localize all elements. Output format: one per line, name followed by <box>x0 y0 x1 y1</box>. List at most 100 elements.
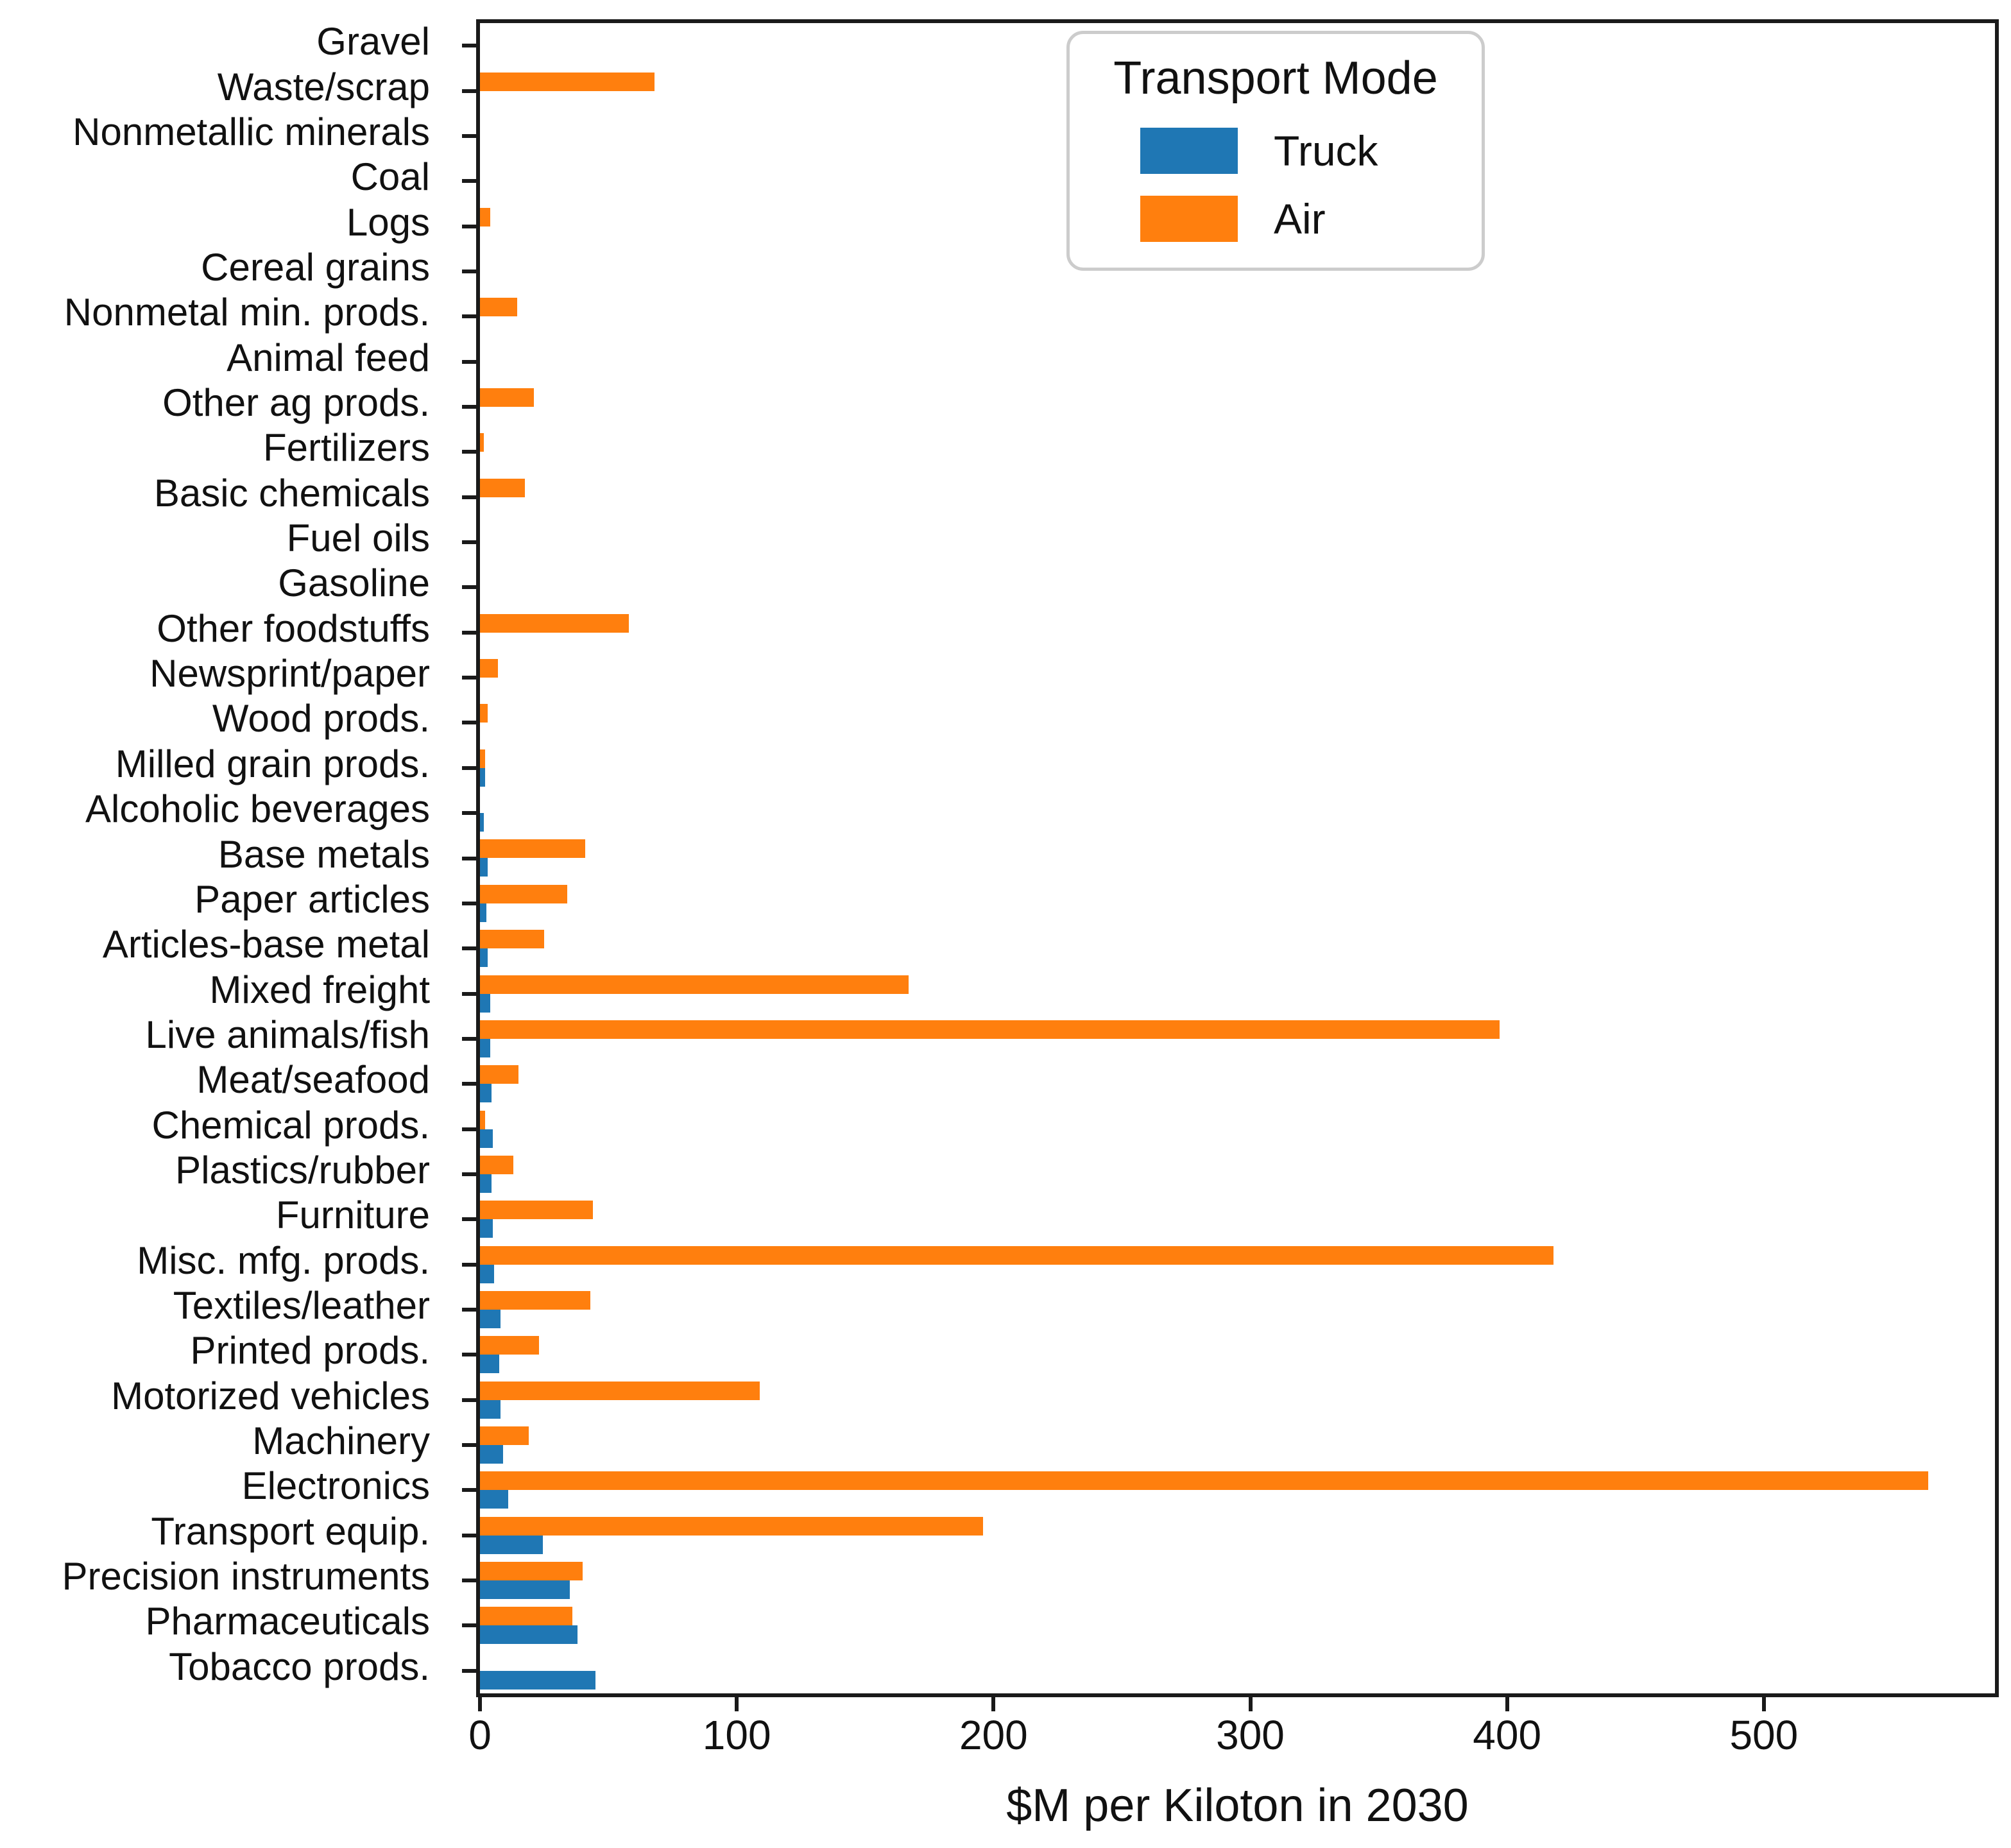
truck-bar <box>480 1174 492 1193</box>
bar-row <box>480 1106 1995 1151</box>
truck-bar <box>480 1084 492 1103</box>
y-tick <box>462 1353 476 1357</box>
bar-row <box>480 68 1995 113</box>
category-label: Misc. mfg. prods. <box>137 1238 430 1282</box>
bar-row <box>480 203 1995 248</box>
x-tick <box>1505 1697 1509 1711</box>
bar-row <box>480 1061 1995 1106</box>
truck-bar <box>480 1399 501 1419</box>
truck-bar <box>480 1670 596 1690</box>
bar-row <box>480 520 1995 565</box>
category-label: Electronics <box>241 1464 430 1508</box>
y-tick <box>462 179 476 184</box>
category-label: Articles-base metal <box>102 923 430 966</box>
y-axis-labels: Gravel Waste/scrap Nonmetallic minerals Coa… <box>0 19 453 1690</box>
bar-row <box>480 926 1995 971</box>
air-bar <box>480 1110 485 1129</box>
air-bar <box>480 1245 1553 1265</box>
y-tick <box>462 359 476 364</box>
category-label: Machinery <box>252 1419 430 1463</box>
y-tick <box>462 1623 476 1628</box>
legend-entry: Truck <box>1070 128 1482 174</box>
air-bar <box>480 975 909 994</box>
bar-row <box>480 1423 1995 1467</box>
y-tick <box>462 1217 476 1222</box>
truck-bar <box>480 1625 578 1645</box>
bar-row <box>480 1332 1995 1377</box>
bar-row <box>480 384 1995 429</box>
air-bar <box>480 1471 1928 1491</box>
y-tick <box>462 856 476 860</box>
bar-row <box>480 429 1995 474</box>
bar-row <box>480 1197 1995 1242</box>
air-bar <box>480 1155 514 1174</box>
truck-bar <box>480 1490 509 1509</box>
y-tick <box>462 1443 476 1448</box>
category-label: Fertilizers <box>262 426 430 470</box>
air-bar <box>480 1291 591 1310</box>
y-tick <box>462 224 476 228</box>
y-tick <box>462 495 476 499</box>
bar-row <box>480 791 1995 835</box>
truck-bar <box>480 1219 493 1238</box>
truck-bar <box>480 903 486 922</box>
air-bar <box>480 1381 760 1400</box>
bar-row <box>480 881 1995 926</box>
category-label: Printed prods. <box>190 1329 430 1373</box>
x-axis-tick-labels: 0 100 200 300 400 500 <box>468 1712 1995 1766</box>
truck-bar <box>480 948 488 968</box>
bar-row <box>480 1242 1995 1287</box>
truck-bar <box>480 1445 503 1464</box>
y-tick <box>462 89 476 93</box>
air-bar <box>480 930 545 949</box>
category-label: Basic chemicals <box>153 471 430 515</box>
bar-row <box>480 1513 1995 1558</box>
bar-row <box>480 1558 1995 1603</box>
air-bar <box>480 1516 984 1536</box>
bar-row <box>480 475 1995 520</box>
bar-row <box>480 565 1995 610</box>
category-label: Meat/seafood <box>196 1058 430 1102</box>
category-label: Motorized vehicles <box>111 1374 430 1417</box>
y-tick <box>462 766 476 770</box>
legend-swatch-truck <box>1140 128 1238 174</box>
legend-label: Truck <box>1274 127 1378 175</box>
legend-swatch-air <box>1140 196 1238 242</box>
y-tick <box>462 1036 476 1041</box>
category-label: Precision instruments <box>62 1555 430 1598</box>
y-tick <box>462 991 476 996</box>
x-tick <box>991 1697 996 1711</box>
x-tick-label: 200 <box>959 1712 1028 1758</box>
bar-row <box>480 294 1995 339</box>
y-tick <box>462 811 476 816</box>
category-label: Milled grain prods. <box>115 742 430 785</box>
y-tick <box>462 1127 476 1131</box>
y-tick <box>462 1082 476 1086</box>
x-tick-label: 300 <box>1216 1712 1285 1758</box>
category-label: Cereal grains <box>201 245 430 289</box>
x-tick <box>1248 1697 1253 1711</box>
truck-bar <box>480 1355 499 1374</box>
category-label: Gasoline <box>278 561 430 605</box>
air-bar <box>480 704 488 723</box>
y-tick <box>462 314 476 319</box>
truck-bar <box>480 1310 501 1328</box>
truck-bar <box>480 767 485 787</box>
category-label: Chemical prods. <box>151 1103 430 1147</box>
y-tick <box>462 630 476 635</box>
bar-row <box>480 1287 1995 1332</box>
plot-area <box>462 19 1999 1711</box>
air-bar <box>480 1607 573 1626</box>
bar-row <box>480 339 1995 384</box>
bar-row <box>480 700 1995 745</box>
x-tick <box>735 1697 739 1711</box>
x-tick <box>1761 1697 1766 1711</box>
y-tick <box>462 946 476 951</box>
x-tick-label: 500 <box>1729 1712 1799 1758</box>
y-tick <box>462 269 476 273</box>
air-bar <box>480 659 498 678</box>
x-tick <box>478 1697 482 1711</box>
x-tick-label: 100 <box>702 1712 771 1758</box>
category-label: Animal feed <box>227 336 430 379</box>
y-tick <box>462 1668 476 1673</box>
